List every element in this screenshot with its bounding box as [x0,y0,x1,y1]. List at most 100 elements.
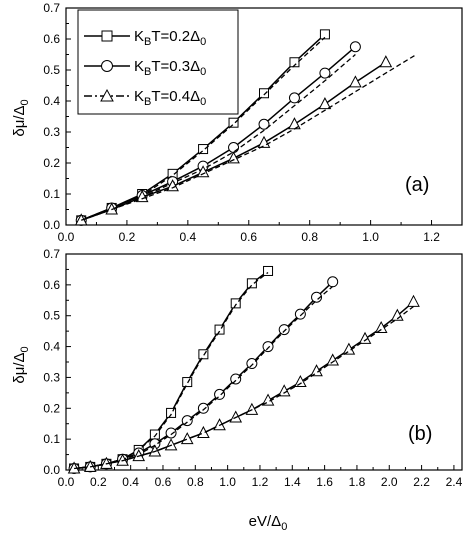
data-point [230,298,241,309]
y-tick-label: 0.3 [43,125,60,139]
x-tick-label: 0.4 [122,475,139,489]
legend-item-3: KBT=0.4Δ0 [84,88,206,108]
panel-b-label: (b) [408,423,432,445]
data-point [289,57,300,68]
data-point [197,425,210,438]
data-point [391,308,404,321]
data-point [263,265,274,276]
x-tick-label: 1.2 [252,475,269,489]
y-tick-label: 0.2 [43,156,60,170]
x-tick-label: 0.2 [119,230,136,244]
series-line [74,305,414,470]
data-point [294,308,306,320]
data-point [262,341,274,353]
x-tick-label: 0.2 [90,475,107,489]
series-line [74,301,414,470]
panel-a-label: (a) [405,174,429,196]
data-point [319,29,330,40]
data-point [318,97,332,110]
x-axis-label: eV/Δ0 [249,513,288,533]
data-point [311,291,323,303]
circle-marker-icon [101,60,113,72]
data-point [349,75,362,88]
x-tick-label: 1.0 [362,230,379,244]
square-marker-icon [101,30,113,42]
x-tick-label: 1.6 [316,475,333,489]
data-point [349,41,361,53]
data-point [245,402,259,415]
y-tick-label: 0.5 [43,309,60,323]
data-point [198,144,209,155]
data-point [246,358,258,370]
x-tick-label: 1.8 [349,475,366,489]
data-point [258,118,270,130]
legend-item-2: KBT=0.3Δ0 [84,58,206,78]
data-point [358,331,372,344]
data-point [294,374,307,388]
data-point [196,165,210,178]
x-tick-label: 0.0 [58,475,75,489]
data-point [227,151,240,164]
data-point [230,373,242,385]
x-tick-label: 2.2 [413,475,430,489]
legend-item-1: KBT=0.2Δ0 [84,28,206,48]
x-tick-label: 0.4 [180,230,197,244]
data-point [257,135,271,148]
y-tick-label: 0.6 [43,278,60,292]
data-point [181,415,193,427]
x-tick-label: 0.6 [155,475,172,489]
data-point [166,407,177,418]
x-tick-label: 1.0 [219,475,236,489]
data-point [327,276,339,288]
x-tick-label: 1.2 [423,230,440,244]
svg-text:KBT=0.3Δ0: KBT=0.3Δ0 [134,58,206,78]
x-tick-label: 0.6 [240,230,257,244]
x-tick-label: 1.4 [284,475,301,489]
data-point [135,190,149,203]
data-point [228,117,239,128]
legend: KBT=0.2Δ0 KBT=0.3Δ0 KBT=0.4Δ0 [77,9,239,115]
series-line [80,46,356,221]
svg-text:KBT=0.4Δ0: KBT=0.4Δ0 [134,88,206,108]
x-tick-label: 0.8 [301,230,318,244]
y-tick-label: 0.3 [43,370,60,384]
plot-frame [65,253,463,471]
panel-a-ylabel: δμ/Δ0 [11,99,31,136]
data-point [259,88,269,99]
y-tick-label: 0.6 [43,32,60,46]
y-tick-label: 0.1 [43,187,60,201]
series-line [74,285,334,470]
y-tick-label: 0.7 [43,1,60,15]
y-tick-label: 0.7 [43,247,60,261]
y-tick-label: 0.5 [43,63,60,77]
data-point [407,294,420,307]
y-tick-label: 0.1 [43,432,60,446]
x-tick-label: 0.0 [58,230,75,244]
data-point [165,427,177,439]
data-point [164,438,178,451]
panel-b-ylabel: δμ/Δ0 [11,346,31,383]
x-tick-label: 2.4 [446,475,463,489]
svg-text:KBT=0.2Δ0: KBT=0.2Δ0 [134,28,206,48]
series-line [74,281,334,470]
y-tick-label: 0.4 [43,340,60,354]
data-point [319,67,331,79]
panel-b: 0.0 0.1 0.2 0.3 0.4 0.5 0.6 0.7 0.0 0.2 0.4 0.6 0.8 1… [43,247,463,489]
data-point [278,324,290,336]
x-tick-label: 2.0 [381,475,398,489]
data-point [379,55,393,68]
data-point [326,353,340,366]
triangle-marker-icon [100,88,114,102]
data-point [148,444,162,457]
data-point [213,418,226,431]
data-point [228,142,240,153]
series-line [80,53,417,221]
panel-a: 0.0 0.1 0.2 0.3 0.4 0.5 0.6 0.7 0.0 0.2 0.4 0.6 0.8 1… [43,1,463,244]
y-tick-label: 0.0 [43,463,60,477]
x-tick-label: 0.8 [187,475,204,489]
data-point [149,429,160,440]
data-point [277,384,291,397]
data-point [246,278,257,289]
y-tick-label: 0.0 [43,218,60,232]
